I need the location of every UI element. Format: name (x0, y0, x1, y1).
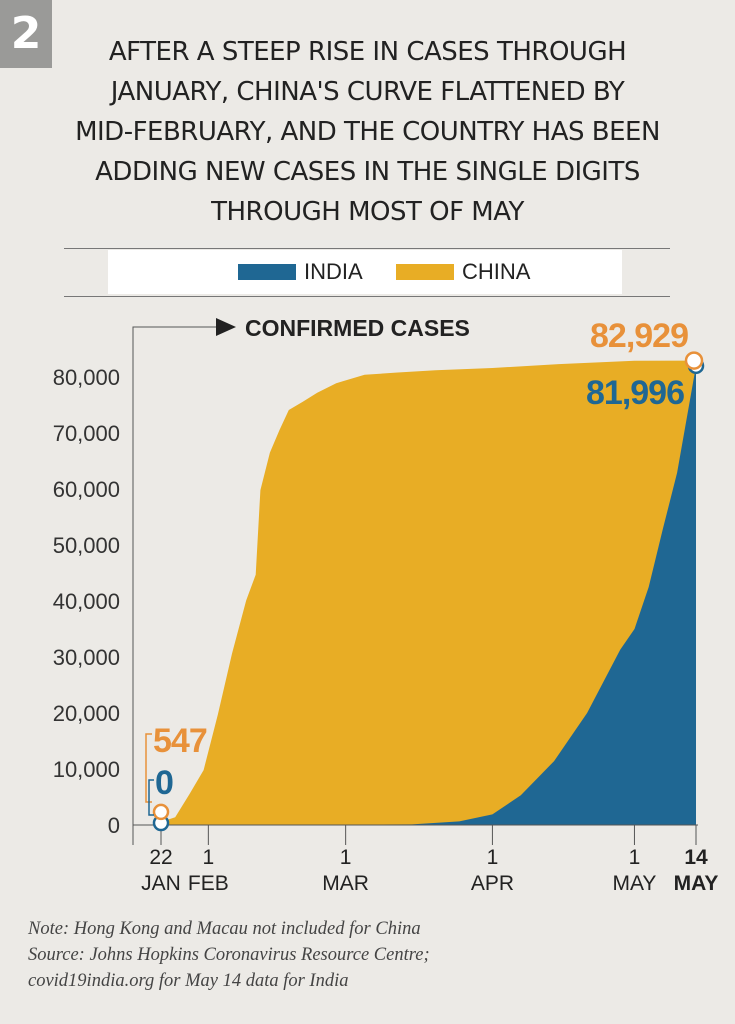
y-tick-label: 20,000 (53, 701, 120, 726)
x-tick-label-bottom: MAY (674, 872, 719, 895)
x-tick-label-bottom: MAR (322, 872, 369, 895)
legend-swatch-china (396, 264, 454, 280)
x-tick-label-bottom: JAN (141, 872, 181, 895)
headline-line: ADDING NEW CASES IN THE SINGLE DIGITS (95, 157, 640, 187)
headline-line: MID-FEBRUARY, AND THE COUNTRY HAS BEEN (75, 117, 660, 147)
area-series-china (161, 360, 696, 825)
legend-bottom-rule (64, 296, 670, 297)
x-tick-label-top: 1 (629, 846, 641, 869)
section-number-badge: 2 (0, 0, 52, 68)
y-tick-label: 30,000 (53, 645, 120, 670)
y-tick-label: 60,000 (53, 477, 120, 502)
chart-headline: AFTER A STEEP RISE IN CASES THROUGH JANU… (40, 32, 695, 232)
x-tick-label-top: 14 (684, 846, 708, 869)
y-tick-label: 0 (108, 813, 120, 838)
annotation-china-start-value: 547 (153, 722, 207, 760)
y-axis-arrow-icon (216, 318, 236, 336)
headline-line: AFTER A STEEP RISE IN CASES THROUGH (108, 37, 627, 67)
y-tick-label: 70,000 (53, 421, 120, 446)
legend-item-india: INDIA (238, 250, 363, 294)
y-tick-label: 80,000 (53, 365, 120, 390)
legend-item-china: CHINA (396, 250, 530, 294)
annotation-bracket-india-start (148, 779, 154, 816)
note-line: Note: Hong Kong and Macau not included f… (28, 919, 421, 939)
annotation-china-end-value: 82,929 (590, 317, 688, 355)
annotation-india-end-value: 81,996 (586, 374, 684, 412)
x-tick-label-top: 1 (487, 846, 499, 869)
headline-line: JANUARY, CHINA'S CURVE FLATTENED BY (110, 77, 625, 107)
note-line: Source: Johns Hopkins Coronavirus Resour… (28, 945, 430, 965)
legend-swatch-india (238, 264, 296, 280)
chart-notes: Note: Hong Kong and Macau not included f… (28, 916, 430, 994)
x-tick-label-top: 1 (340, 846, 352, 869)
note-line: covid19india.org for May 14 data for Ind… (28, 971, 349, 991)
x-tick-label-top: 1 (203, 846, 215, 869)
legend-top-rule (64, 248, 670, 249)
y-tick-label: 10,000 (53, 757, 120, 782)
area-series-india (161, 365, 696, 825)
legend: INDIA CHINA (108, 250, 622, 294)
y-axis-label: CONFIRMED CASES (245, 315, 470, 341)
headline-line: THROUGH MOST OF MAY (211, 197, 524, 227)
start-marker-china (152, 803, 170, 821)
end-marker-china (684, 351, 704, 370)
y-tick-label: 40,000 (53, 589, 120, 614)
x-tick-label-top: 22 (149, 846, 172, 869)
legend-label-india: INDIA (304, 259, 363, 284)
x-tick-label-bottom: FEB (188, 872, 229, 895)
x-tick-label-bottom: APR (471, 872, 514, 895)
x-tick-label-bottom: MAY (612, 872, 656, 895)
annotation-india-start-value: 0 (155, 764, 174, 802)
y-axis-bracket-line (132, 326, 216, 845)
legend-label-china: CHINA (462, 259, 531, 284)
y-tick-label: 50,000 (53, 533, 120, 558)
